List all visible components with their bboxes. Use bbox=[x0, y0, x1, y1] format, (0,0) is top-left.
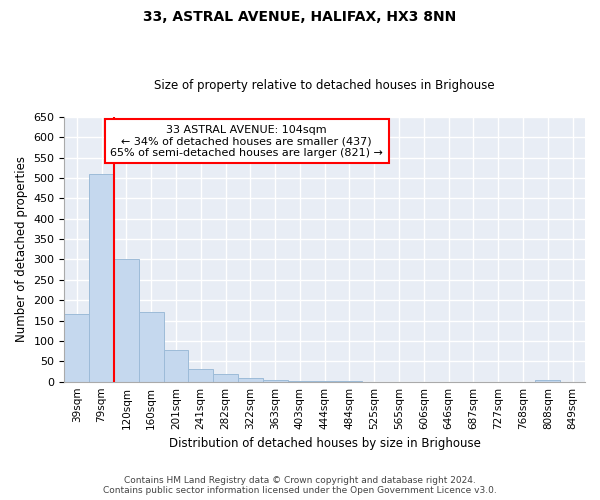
Bar bbox=[287, 381, 313, 382]
Bar bbox=[213, 374, 238, 382]
Text: 33, ASTRAL AVENUE, HALIFAX, HX3 8NN: 33, ASTRAL AVENUE, HALIFAX, HX3 8NN bbox=[143, 10, 457, 24]
Bar bbox=[139, 312, 164, 382]
Bar bbox=[89, 174, 114, 382]
Bar bbox=[64, 314, 89, 382]
Bar bbox=[114, 258, 139, 382]
Bar bbox=[535, 380, 560, 382]
Title: Size of property relative to detached houses in Brighouse: Size of property relative to detached ho… bbox=[154, 79, 495, 92]
Bar bbox=[263, 380, 287, 382]
X-axis label: Distribution of detached houses by size in Brighouse: Distribution of detached houses by size … bbox=[169, 437, 481, 450]
Bar bbox=[188, 368, 213, 382]
Text: 33 ASTRAL AVENUE: 104sqm
← 34% of detached houses are smaller (437)
65% of semi-: 33 ASTRAL AVENUE: 104sqm ← 34% of detach… bbox=[110, 124, 383, 158]
Bar bbox=[238, 378, 263, 382]
Y-axis label: Number of detached properties: Number of detached properties bbox=[15, 156, 28, 342]
Text: Contains HM Land Registry data © Crown copyright and database right 2024.
Contai: Contains HM Land Registry data © Crown c… bbox=[103, 476, 497, 495]
Bar bbox=[164, 350, 188, 382]
